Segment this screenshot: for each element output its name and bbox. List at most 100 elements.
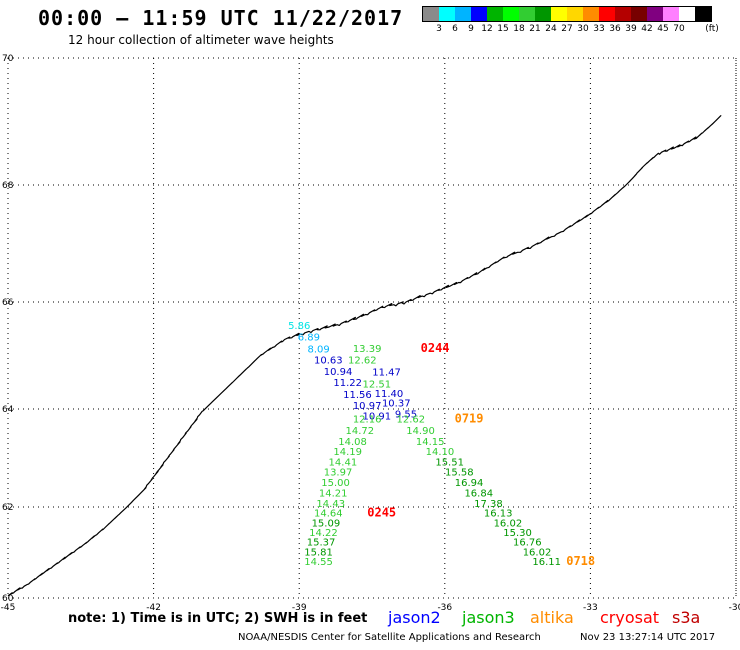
color-scale-tick: 21 <box>529 24 541 34</box>
color-swatch <box>663 7 679 21</box>
wave-height-value: 14.08 <box>338 437 367 448</box>
legend-satellite-jason2: jason2 <box>388 608 441 627</box>
wave-height-value: 15.30 <box>503 528 532 539</box>
color-scale-labels: 3 6 9 12 15 18 21 24 27 30 33 36 39 42 45 70 (ft) <box>422 22 719 34</box>
color-swatch <box>631 7 647 21</box>
color-swatch <box>439 7 455 21</box>
latitude-label: 62 <box>2 503 13 513</box>
latitude-label: 60 <box>2 594 14 604</box>
wave-height-value: 15.58 <box>445 468 474 479</box>
wave-height-value: 13.97 <box>324 468 353 479</box>
wave-height-value: 14.21 <box>319 489 348 500</box>
wave-height-value: 12.62 <box>397 415 426 426</box>
pass-time-label: 0244 <box>421 341 450 355</box>
map-frame <box>7 57 737 599</box>
wave-height-value: 15.00 <box>321 478 350 489</box>
color-swatch <box>567 7 583 21</box>
longitude-label: -45 <box>1 603 16 613</box>
wave-height-value: 10.94 <box>324 367 353 378</box>
color-scale-tick: 18 <box>513 24 525 34</box>
wave-height-value: 14.41 <box>329 457 358 468</box>
wave-height-value: 14.22 <box>309 528 338 539</box>
color-swatch <box>471 7 487 21</box>
wave-height-value: 17.38 <box>474 499 503 510</box>
wave-height-value: 14.19 <box>333 447 362 458</box>
color-swatch <box>423 7 439 21</box>
color-swatch <box>455 7 471 21</box>
color-scale-tick: 12 <box>481 24 493 34</box>
wave-height-value: 15.81 <box>304 548 333 559</box>
latitude-label: 70 <box>2 54 14 64</box>
color-scale-tick: 6 <box>452 24 458 34</box>
color-scale-tick: 33 <box>593 24 605 34</box>
color-swatch <box>535 7 551 21</box>
legend-bar: note: 1) Time is in UTC; 2) SWH is in fe… <box>0 608 740 630</box>
color-swatch <box>647 7 663 21</box>
wave-height-value: 9.55 <box>395 409 417 420</box>
wave-height-color-scale: 3 6 9 12 15 18 21 24 27 30 33 36 39 42 45 70 (ft) <box>422 6 719 34</box>
wave-height-value: 13.39 <box>353 344 382 355</box>
wave-height-value: 16.94 <box>455 478 484 489</box>
color-scale-tick: 27 <box>561 24 573 34</box>
color-swatch <box>487 7 503 21</box>
color-scale-unit: (ft) <box>705 24 719 34</box>
color-swatch <box>503 7 519 21</box>
wave-height-value: 15.51 <box>435 457 464 468</box>
wave-height-value: 12.16 <box>353 415 382 426</box>
color-scale-tick: 30 <box>577 24 589 34</box>
wave-height-value: 16.76 <box>513 538 542 549</box>
wave-height-value: 16.11 <box>532 557 561 568</box>
latitude-label: 68 <box>2 181 14 191</box>
wave-height-value: 14.72 <box>346 426 375 437</box>
wave-height-value: 16.84 <box>464 489 493 500</box>
wave-height-value: 11.56 <box>343 390 372 401</box>
color-scale-tick: 70 <box>673 24 685 34</box>
color-swatch <box>599 7 615 21</box>
wave-height-value: 15.37 <box>307 538 336 549</box>
wave-height-value: 11.40 <box>375 389 404 400</box>
color-scale-tick: 15 <box>497 24 509 34</box>
pass-time-label: 0719 <box>455 412 484 426</box>
longitude-label: -39 <box>292 603 307 613</box>
wave-height-value: 14.15 <box>416 437 445 448</box>
color-scale-tick: 3 <box>436 24 442 34</box>
wave-height-value: 10.91 <box>363 411 392 422</box>
greenland-coastline <box>7 115 722 597</box>
color-swatch <box>615 7 631 21</box>
coastline-path <box>7 115 722 597</box>
wave-height-value: 11.47 <box>372 367 401 378</box>
wave-height-value: 16.02 <box>494 519 523 530</box>
longitude-label: -33 <box>583 603 598 613</box>
latitude-label: 64 <box>2 405 14 415</box>
wave-height-value: 10.37 <box>382 398 411 409</box>
wave-height-value: 5.86 <box>288 321 310 332</box>
pass-time-label: 0245 <box>367 506 396 520</box>
color-scale-tick: 39 <box>625 24 637 34</box>
color-swatch <box>519 7 535 21</box>
wave-height-value: 14.10 <box>426 447 455 458</box>
wave-height-value: 12.62 <box>348 356 377 367</box>
color-swatch <box>551 7 567 21</box>
color-scale-tick: 36 <box>609 24 621 34</box>
color-scale-tick: 9 <box>468 24 474 34</box>
wave-height-value: 15.09 <box>312 519 341 530</box>
color-swatch <box>695 7 711 21</box>
pass-time-labels: 0244 0719 0245 0718 <box>367 341 595 568</box>
pass-time-label: 0718 <box>566 554 595 568</box>
wave-height-value: 6.89 <box>298 333 320 344</box>
legend-satellite-s3a: s3a <box>672 608 701 627</box>
color-scale-tick: 45 <box>657 24 669 34</box>
wave-height-value: 10.63 <box>314 356 343 367</box>
legend-satellite-jason3: jason3 <box>462 608 515 627</box>
latitude-label: 66 <box>2 298 14 308</box>
lat-lon-grid <box>7 57 737 599</box>
wave-height-value: 10.97 <box>353 401 382 412</box>
wave-height-value: 14.43 <box>316 499 345 510</box>
wave-height-value: 12.51 <box>363 380 392 391</box>
longitude-label: -36 <box>437 603 452 613</box>
color-swatch <box>583 7 599 21</box>
longitude-label: -42 <box>146 603 161 613</box>
legend-satellite-altika: altika <box>530 608 574 627</box>
legend-satellite-cryosat: cryosat <box>600 608 660 627</box>
